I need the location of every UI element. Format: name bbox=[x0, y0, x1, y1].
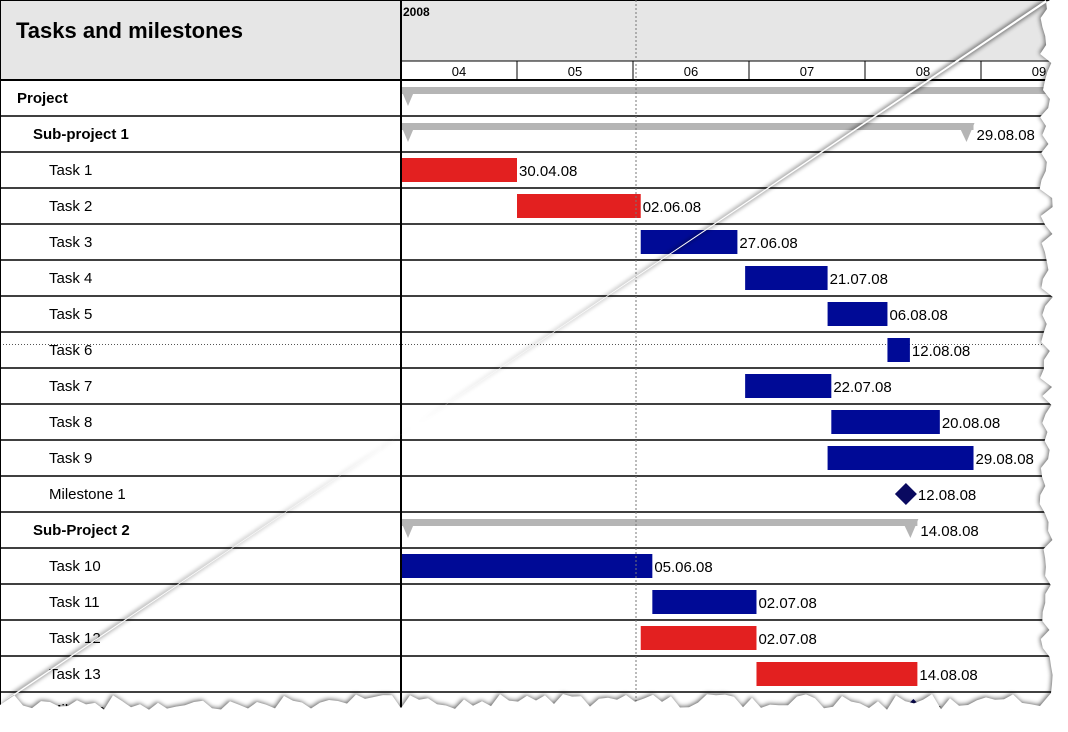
task-name[interactable]: Task 11 bbox=[49, 594, 100, 611]
task-bar[interactable] bbox=[827, 446, 974, 470]
summary-start-marker bbox=[400, 87, 416, 106]
end-date-label: 20.08.08 bbox=[942, 415, 1000, 432]
task-name[interactable]: Task 12 bbox=[49, 630, 101, 647]
summary-bar[interactable] bbox=[401, 519, 918, 526]
task-bar[interactable] bbox=[887, 338, 910, 362]
month-label: 08 bbox=[916, 64, 930, 79]
task-name[interactable]: Milestone 2 bbox=[49, 702, 126, 719]
chart-title: Tasks and milestones bbox=[16, 18, 243, 43]
summary-bar[interactable] bbox=[401, 123, 974, 130]
end-date-label: 14.08.08 bbox=[920, 523, 978, 540]
task-name[interactable]: Task 2 bbox=[49, 198, 92, 215]
month-label: 04 bbox=[452, 64, 466, 79]
task-name[interactable]: Task 6 bbox=[49, 342, 92, 359]
end-date-label: 12.08.08 bbox=[918, 487, 976, 504]
month-label: 09 bbox=[1032, 64, 1046, 79]
task-name[interactable]: Task 7 bbox=[49, 378, 92, 395]
month-label: 07 bbox=[800, 64, 814, 79]
task-name[interactable]: Task 8 bbox=[49, 414, 92, 431]
end-date-label: 12.08.08 bbox=[912, 343, 970, 360]
task-name[interactable]: Task 3 bbox=[49, 234, 92, 251]
summary-end-marker bbox=[901, 519, 919, 538]
end-date-label: 27.06.08 bbox=[739, 235, 797, 252]
year-label: 2008 bbox=[403, 5, 430, 19]
month-label: 06 bbox=[684, 64, 698, 79]
task-bar[interactable] bbox=[401, 554, 653, 578]
end-date-label: 29.08.08 bbox=[976, 451, 1034, 468]
task-bar[interactable] bbox=[640, 230, 738, 254]
end-date-label: 14.08.08 bbox=[925, 703, 983, 720]
summary-start-marker bbox=[400, 519, 416, 538]
task-name[interactable]: Task 5 bbox=[49, 306, 92, 323]
month-label: 05 bbox=[568, 64, 582, 79]
summary-start-marker bbox=[400, 123, 416, 142]
task-name[interactable]: Sub-project 1 bbox=[33, 126, 129, 143]
timeline-header: Tasks and milestones 2008 04 05 06 07 08 09 bbox=[0, 0, 1068, 80]
task-bar[interactable] bbox=[517, 194, 641, 218]
end-date-label: 05.06.08 bbox=[654, 559, 712, 576]
task-name[interactable]: Sub-Project 2 bbox=[33, 522, 130, 539]
end-date-label: 21.07.08 bbox=[830, 271, 888, 288]
end-date-label: 02.06.08 bbox=[643, 199, 701, 216]
task-name[interactable]: Milestone 1 bbox=[49, 486, 126, 503]
end-date-label: 22.07.08 bbox=[833, 379, 891, 396]
task-name[interactable]: Task 4 bbox=[49, 270, 92, 287]
end-date-label: 06.08.08 bbox=[889, 307, 947, 324]
summary-bar[interactable] bbox=[401, 87, 1068, 94]
end-date-label: 29.08.08 bbox=[977, 127, 1035, 144]
month-strip bbox=[401, 61, 1068, 80]
task-bar[interactable] bbox=[640, 626, 757, 650]
milestone-diamond[interactable] bbox=[894, 483, 917, 505]
task-bar[interactable] bbox=[831, 410, 940, 434]
end-date-label: 02.07.08 bbox=[758, 595, 816, 612]
summary-end-marker bbox=[957, 123, 975, 142]
end-date-label: 14.08.08 bbox=[919, 667, 977, 684]
task-name[interactable]: Task 10 bbox=[49, 558, 101, 575]
end-date-label: 30.04.08 bbox=[519, 163, 577, 180]
task-name[interactable]: Task 9 bbox=[49, 450, 92, 467]
task-bar[interactable] bbox=[827, 302, 888, 326]
end-date-label: 02.07.08 bbox=[758, 631, 816, 648]
task-bar[interactable] bbox=[401, 158, 517, 182]
task-bar[interactable] bbox=[745, 374, 832, 398]
task-name[interactable]: Task 13 bbox=[49, 666, 101, 683]
task-name[interactable]: Task 1 bbox=[49, 162, 92, 179]
task-bar[interactable] bbox=[745, 266, 828, 290]
task-bar[interactable] bbox=[652, 590, 757, 614]
task-bar[interactable] bbox=[756, 662, 918, 686]
task-name[interactable]: Project bbox=[17, 90, 68, 107]
milestone-diamond[interactable] bbox=[902, 699, 925, 721]
